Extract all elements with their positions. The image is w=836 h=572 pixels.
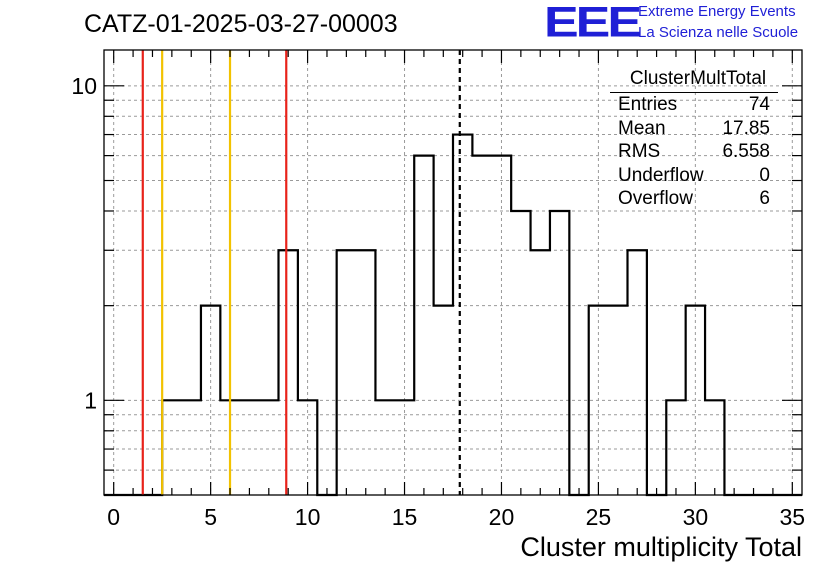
stats-row-underflow: Underflow 0 <box>610 164 778 188</box>
logo-line-1: Extreme Energy Events <box>638 3 796 20</box>
x-tick-label: 5 <box>204 504 217 530</box>
stats-row-entries: Entries 74 <box>610 93 778 117</box>
stats-value: 0 <box>759 164 770 186</box>
chart-title: CATZ-01-2025-03-27-00003 <box>84 10 398 38</box>
histogram-outline <box>104 133 802 497</box>
x-tick-label: 20 <box>489 504 515 530</box>
stats-value: 74 <box>748 94 770 115</box>
plot-frame <box>103 49 803 496</box>
x-tick-label: 15 <box>392 504 418 530</box>
eee-logo: EEE <box>544 0 642 47</box>
x-tick-label: 30 <box>683 504 709 530</box>
x-tick-label: 0 <box>107 504 120 530</box>
x-tick-label: 25 <box>586 504 612 530</box>
stats-label: Mean <box>618 117 666 139</box>
x-axis-label: Cluster multiplicity Total <box>520 532 802 562</box>
stats-value: 6.558 <box>722 141 770 162</box>
stats-label: Underflow <box>618 164 704 186</box>
logo-line-2: La Scienza nelle Scuole <box>638 24 799 41</box>
stats-row-overflow: Overflow 6 <box>610 187 778 211</box>
stats-value: 6 <box>759 188 770 209</box>
stats-box: ClusterMultTotal Entries 74 Mean 17.85 R… <box>610 66 778 211</box>
stats-name: ClusterMultTotal <box>610 66 778 93</box>
stats-value: 17.85 <box>722 117 770 139</box>
stats-label: RMS <box>618 141 661 162</box>
stats-row-mean: Mean 17.85 <box>610 117 778 141</box>
y-tick-label: 1 <box>84 387 97 413</box>
stats-label: Entries <box>618 94 678 115</box>
y-tick-label: 10 <box>71 73 97 99</box>
stats-row-rms: RMS 6.558 <box>610 140 778 164</box>
stats-label: Overflow <box>618 188 693 209</box>
x-tick-label: 35 <box>780 504 806 530</box>
x-tick-label: 10 <box>295 504 321 530</box>
